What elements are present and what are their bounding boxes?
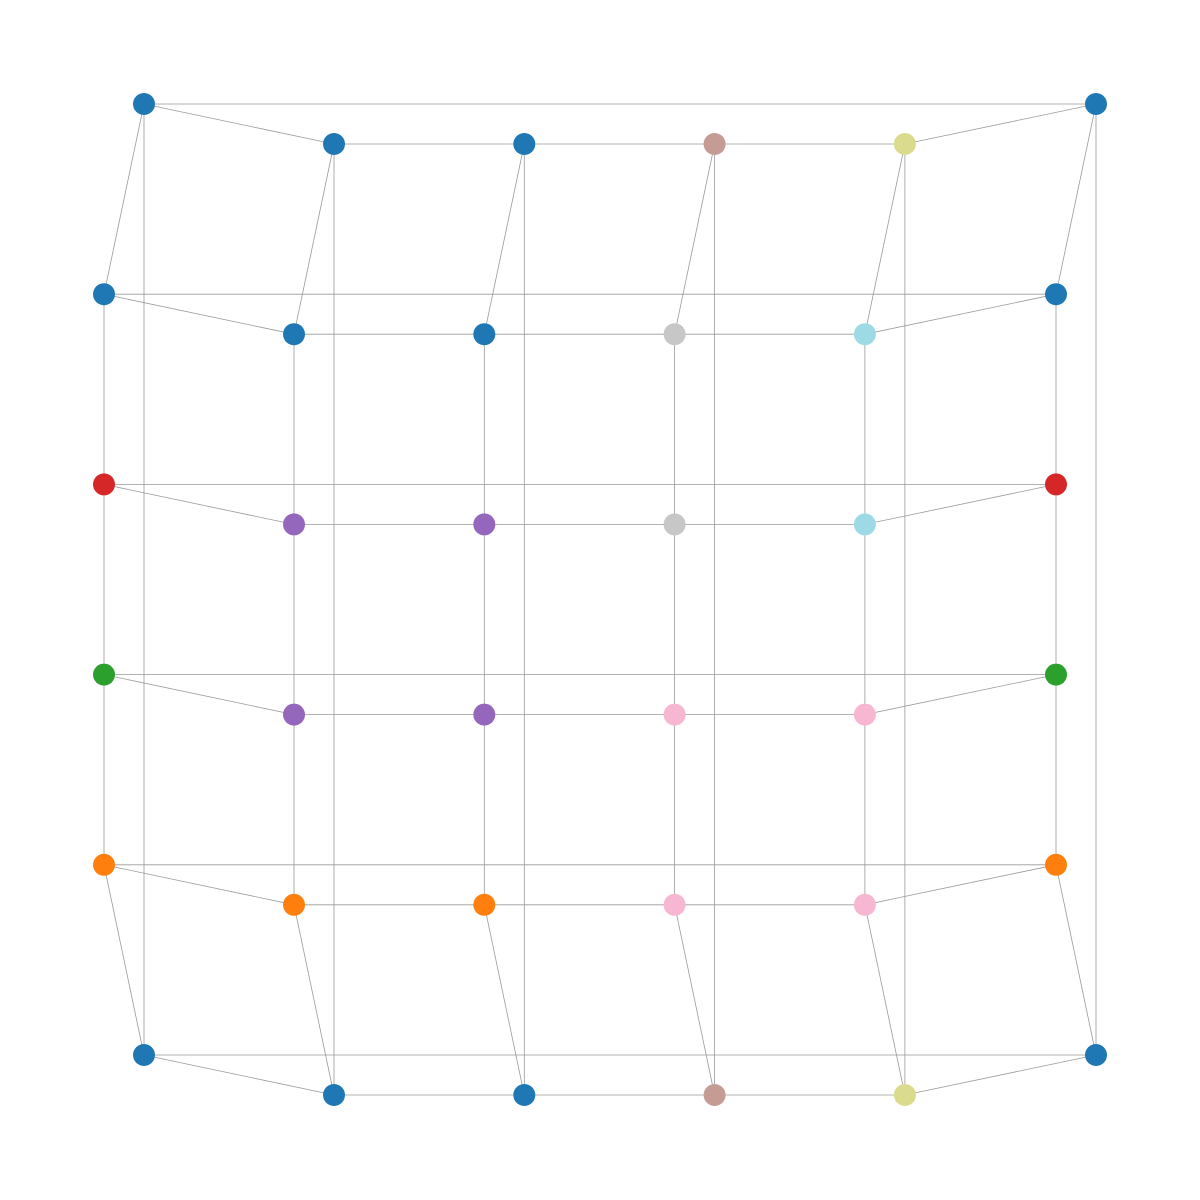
- node: [473, 323, 496, 346]
- node: [853, 893, 876, 916]
- edge: [103, 103, 145, 295]
- edge: [103, 674, 295, 715]
- edge: [674, 143, 715, 335]
- edge: [103, 864, 295, 906]
- node: [853, 703, 876, 726]
- edge: [483, 143, 525, 335]
- edge: [864, 864, 1057, 906]
- edge: [904, 1054, 1097, 1096]
- node: [283, 513, 305, 536]
- node: [513, 1084, 536, 1106]
- node: [1045, 473, 1067, 496]
- node: [1045, 853, 1067, 876]
- node: [93, 853, 115, 876]
- node: [663, 893, 686, 916]
- node: [703, 133, 726, 155]
- node: [473, 893, 496, 916]
- node: [93, 663, 115, 686]
- node: [133, 1044, 155, 1066]
- node: [893, 133, 916, 155]
- node: [513, 133, 536, 155]
- node: [1085, 93, 1107, 115]
- node: [283, 703, 305, 726]
- node: [663, 323, 686, 346]
- node: [853, 323, 876, 346]
- edge: [864, 143, 906, 335]
- edge: [143, 1054, 335, 1096]
- node: [1085, 1044, 1107, 1066]
- edge: [103, 864, 145, 1056]
- node: [663, 703, 686, 726]
- node: [133, 93, 155, 115]
- edges: [103, 103, 1097, 1096]
- edge: [864, 904, 906, 1096]
- nodes: [93, 93, 1107, 1106]
- node: [1045, 283, 1067, 306]
- node: [283, 893, 305, 916]
- edge: [864, 293, 1057, 335]
- node: [93, 283, 115, 306]
- edge: [864, 484, 1057, 525]
- node: [893, 1084, 916, 1106]
- node: [93, 473, 115, 496]
- node: [473, 513, 496, 536]
- node: [323, 1084, 345, 1106]
- node: [473, 703, 496, 726]
- node: [1045, 663, 1067, 686]
- node: [703, 1084, 726, 1106]
- edge: [1055, 103, 1097, 295]
- edge: [293, 143, 335, 335]
- edge: [904, 103, 1097, 145]
- edge: [864, 674, 1057, 715]
- node: [323, 133, 345, 155]
- node: [853, 513, 876, 536]
- edge: [674, 904, 715, 1096]
- node: [663, 513, 686, 536]
- edge: [1055, 864, 1097, 1056]
- node: [283, 323, 305, 346]
- edge: [293, 904, 335, 1096]
- edge: [103, 293, 295, 335]
- edge: [143, 103, 335, 145]
- edge: [483, 904, 525, 1096]
- edge: [103, 484, 295, 525]
